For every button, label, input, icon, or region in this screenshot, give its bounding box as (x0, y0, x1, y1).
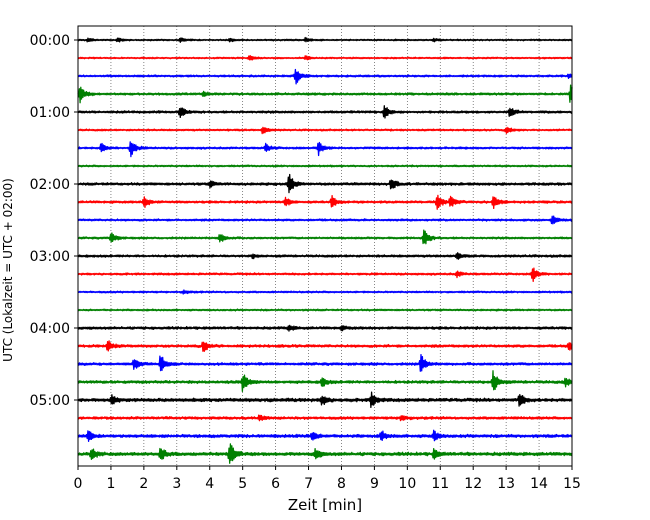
trace-0045 (77, 84, 573, 104)
trace-0345 (77, 308, 573, 312)
y-tick-label: 00:00 (30, 33, 70, 49)
trace-0430 (77, 354, 573, 372)
trace-0400 (77, 324, 573, 332)
trace-0545 (77, 443, 573, 464)
trace-0530 (77, 429, 573, 442)
x-tick-label: 8 (337, 476, 346, 492)
x-tick-label: 10 (398, 476, 416, 492)
trace-0100 (77, 105, 573, 119)
x-tick-label: 14 (530, 476, 548, 492)
trace-group (77, 36, 573, 464)
x-tick-label: 2 (139, 476, 148, 492)
x-tick-label: 3 (172, 476, 181, 492)
trace-0445 (77, 370, 573, 393)
y-tick-label: 04:00 (30, 321, 70, 337)
x-tick-label: 15 (563, 476, 581, 492)
x-tick-label: 5 (238, 476, 247, 492)
y-axis-label: UTC (Lokalzeit = UTC + 02:00) (1, 178, 15, 362)
x-tick-label: 0 (74, 476, 83, 492)
x-axis-ticks: 0 1 2 3 4 5 6 7 8 9 10 11 12 13 14 15 (74, 466, 581, 492)
trace-0115 (77, 126, 573, 135)
trace-0145 (77, 164, 573, 168)
vertical-grid (110, 26, 540, 466)
x-tick-label: 13 (497, 476, 515, 492)
trace-0415 (77, 340, 573, 352)
plot-frame (77, 25, 573, 467)
trace-0245 (77, 229, 573, 245)
x-tick-label: 11 (431, 476, 449, 492)
trace-0230 (77, 215, 573, 225)
trace-0515 (77, 414, 573, 422)
x-tick-label: 9 (370, 476, 379, 492)
x-tick-label: 6 (271, 476, 280, 492)
y-tick-label: 05:00 (30, 393, 70, 409)
trace-0030 (77, 68, 573, 85)
trace-0215 (77, 194, 573, 210)
trace-0500 (77, 391, 573, 409)
trace-0000 (77, 36, 573, 43)
trace-0200 (77, 173, 573, 194)
x-tick-label: 4 (205, 476, 214, 492)
x-tick-label: 12 (464, 476, 482, 492)
x-tick-label: 7 (304, 476, 313, 492)
trace-0130 (77, 141, 573, 158)
x-axis-label: Zeit [min] (288, 496, 362, 514)
trace-0300 (77, 252, 573, 260)
trace-0315 (77, 267, 573, 283)
x-tick-label: 1 (106, 476, 115, 492)
y-tick-label: 03:00 (30, 249, 70, 265)
y-axis-ticks: 00:00 01:00 02:00 03:00 04:00 05:00 (30, 33, 78, 409)
y-tick-label: 02:00 (30, 177, 70, 193)
y-tick-label: 01:00 (30, 105, 70, 121)
trace-0015 (77, 55, 573, 61)
trace-0330 (77, 289, 573, 295)
